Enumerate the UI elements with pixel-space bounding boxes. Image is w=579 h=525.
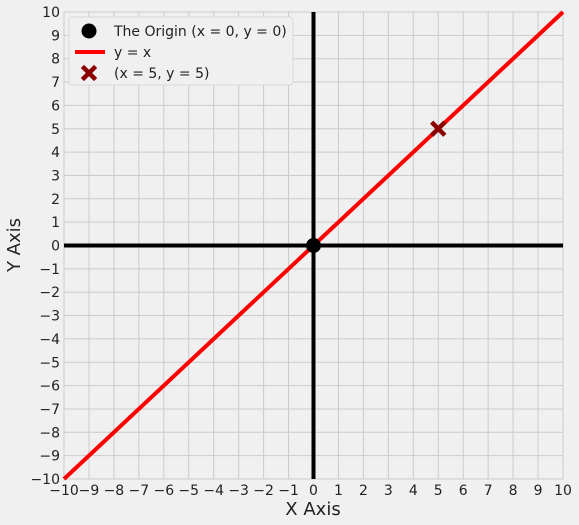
x-marker-stroke bbox=[80, 64, 98, 82]
y-tick-label: −7 bbox=[39, 402, 60, 418]
y-tick-label: 2 bbox=[51, 192, 60, 208]
x-tick-label: −2 bbox=[253, 483, 274, 499]
y-tick-label: 4 bbox=[51, 145, 60, 161]
x-tick-label: 3 bbox=[384, 483, 393, 499]
x-tick-label: 2 bbox=[359, 483, 368, 499]
y-tick-label: 7 bbox=[51, 75, 60, 91]
legend-label: (x = 5, y = 5) bbox=[114, 66, 209, 82]
x-tick-label: 9 bbox=[534, 483, 543, 499]
x-marker-stroke bbox=[430, 120, 447, 137]
y-tick-label: −6 bbox=[39, 379, 60, 395]
y-tick-label: −9 bbox=[39, 449, 60, 465]
x-tick-label: 4 bbox=[409, 483, 418, 499]
point-5-5 bbox=[430, 120, 447, 137]
legend-item: The Origin (x = 0, y = 0) bbox=[81, 23, 287, 40]
x-tick-label: −5 bbox=[178, 483, 199, 499]
legend-item: y = x bbox=[75, 45, 151, 61]
legend-item: (x = 5, y = 5) bbox=[80, 64, 209, 82]
x-tick-label: 1 bbox=[334, 483, 343, 499]
y-tick-label: 9 bbox=[51, 28, 60, 44]
legend: The Origin (x = 0, y = 0) y = x (x = 5, y … bbox=[68, 16, 294, 86]
y-tick-label: 0 bbox=[51, 239, 60, 255]
legend-label: The Origin (x = 0, y = 0) bbox=[113, 24, 287, 40]
x-tick-label: −10 bbox=[49, 483, 79, 499]
x-tick-label: 8 bbox=[509, 483, 518, 499]
y-tick-label: −10 bbox=[30, 472, 60, 488]
y-tick-label: 1 bbox=[51, 215, 60, 231]
x-tick-label: −3 bbox=[228, 483, 249, 499]
y-tick-label: 10 bbox=[42, 5, 60, 21]
y-tick-label: −2 bbox=[39, 285, 60, 301]
x-tick-label: 0 bbox=[309, 483, 318, 499]
x-tick-label: 10 bbox=[554, 483, 572, 499]
x-tick-label: 6 bbox=[459, 483, 468, 499]
x-tick-labels: −10 −9 −8 −7 −6 −5 −4 −3 −2 −1 0 1 2 3 4 5 6 7 8 9 10 bbox=[49, 483, 572, 499]
y-tick-label: 5 bbox=[51, 122, 60, 138]
x-tick-label: −8 bbox=[104, 483, 125, 499]
x-tick-label: −1 bbox=[278, 483, 299, 499]
y-tick-label: −1 bbox=[39, 262, 60, 278]
legend-frame bbox=[68, 16, 294, 86]
x-tick-label: 7 bbox=[484, 483, 493, 499]
x-tick-label: −4 bbox=[203, 483, 224, 499]
x-tick-label: 5 bbox=[434, 483, 443, 499]
y-tick-label: −3 bbox=[39, 309, 60, 325]
y-tick-label: −5 bbox=[39, 355, 60, 371]
x-tick-label: −7 bbox=[129, 483, 150, 499]
y-tick-label: −4 bbox=[39, 332, 60, 348]
x-tick-label: −6 bbox=[153, 483, 174, 499]
y-tick-label: 6 bbox=[51, 98, 60, 114]
legend-swatch-x bbox=[80, 64, 98, 82]
series-layer bbox=[62, 10, 565, 481]
y-tick-label: 3 bbox=[51, 168, 60, 184]
y-tick-label: 8 bbox=[51, 52, 60, 68]
legend-swatch-circle bbox=[81, 23, 97, 39]
x-axis-title: X Axis bbox=[285, 499, 340, 520]
x-tick-label: −9 bbox=[79, 483, 100, 499]
y-axis-title: Y Axis bbox=[4, 218, 25, 273]
origin-point bbox=[306, 238, 321, 253]
legend-label: y = x bbox=[114, 45, 151, 61]
y-tick-label: −8 bbox=[39, 425, 60, 441]
